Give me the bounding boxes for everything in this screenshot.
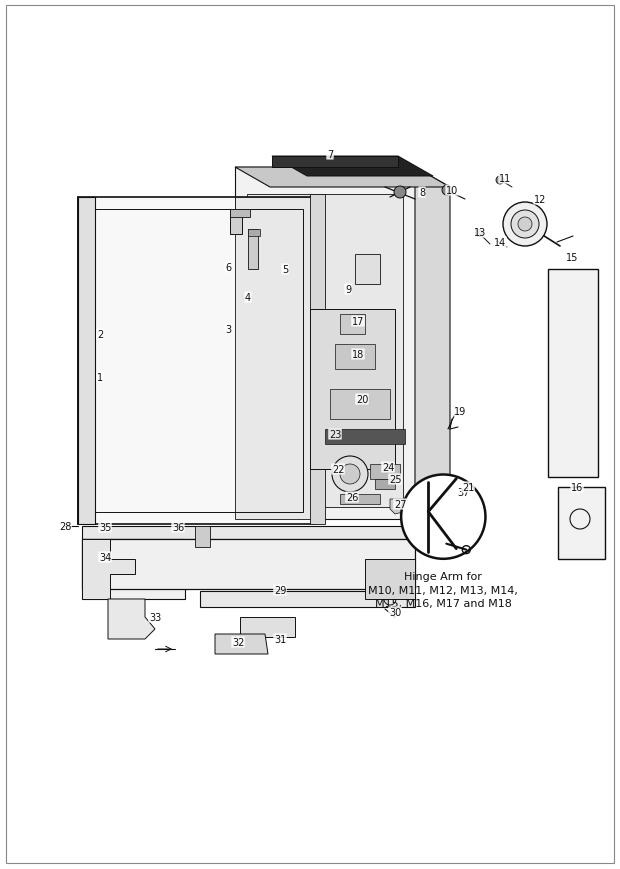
Polygon shape xyxy=(230,209,242,235)
Text: 35: 35 xyxy=(99,522,111,533)
Text: 10: 10 xyxy=(446,186,458,196)
Text: M15, M16, M17 and M18: M15, M16, M17 and M18 xyxy=(375,598,511,608)
Polygon shape xyxy=(248,229,258,269)
Polygon shape xyxy=(390,500,415,514)
Polygon shape xyxy=(330,389,390,420)
Text: 2: 2 xyxy=(97,329,103,340)
Circle shape xyxy=(511,211,539,239)
Polygon shape xyxy=(240,617,295,637)
Circle shape xyxy=(332,456,368,493)
Circle shape xyxy=(518,218,532,232)
Text: 7: 7 xyxy=(327,149,333,160)
Polygon shape xyxy=(235,198,315,520)
Polygon shape xyxy=(235,168,450,188)
Polygon shape xyxy=(82,527,412,540)
Polygon shape xyxy=(248,229,260,236)
Polygon shape xyxy=(370,464,400,480)
Text: 29: 29 xyxy=(274,586,286,595)
Polygon shape xyxy=(310,195,325,524)
Polygon shape xyxy=(415,168,450,540)
Polygon shape xyxy=(78,198,95,524)
Polygon shape xyxy=(548,269,598,477)
Circle shape xyxy=(496,176,504,185)
Circle shape xyxy=(503,202,547,247)
Text: 12: 12 xyxy=(534,195,546,205)
Text: 31: 31 xyxy=(274,634,286,644)
Polygon shape xyxy=(82,540,185,600)
Text: 18: 18 xyxy=(352,349,364,360)
Text: 21: 21 xyxy=(462,482,474,493)
Polygon shape xyxy=(335,345,375,369)
Circle shape xyxy=(394,187,406,199)
Text: M10, M11, M12, M13, M14,: M10, M11, M12, M13, M14, xyxy=(368,585,518,595)
Polygon shape xyxy=(108,600,155,640)
Circle shape xyxy=(340,464,360,484)
Polygon shape xyxy=(340,494,380,504)
Text: 22: 22 xyxy=(332,464,344,474)
Text: 23: 23 xyxy=(329,429,341,440)
Circle shape xyxy=(476,230,482,237)
Text: 16: 16 xyxy=(571,482,583,493)
Text: 13: 13 xyxy=(474,228,486,238)
Text: 11: 11 xyxy=(499,174,511,183)
Text: 4: 4 xyxy=(245,293,251,302)
Text: 34: 34 xyxy=(99,553,111,562)
Polygon shape xyxy=(272,156,398,168)
Polygon shape xyxy=(558,488,605,560)
Polygon shape xyxy=(215,634,268,654)
Polygon shape xyxy=(235,168,415,520)
Text: eReplacementParts.com: eReplacementParts.com xyxy=(153,394,306,406)
Text: 17: 17 xyxy=(352,316,364,327)
Text: 37: 37 xyxy=(457,488,469,497)
Text: 32: 32 xyxy=(232,637,244,647)
Polygon shape xyxy=(200,591,415,607)
Text: 6: 6 xyxy=(225,262,231,273)
Text: 3: 3 xyxy=(225,325,231,335)
Text: 20: 20 xyxy=(356,395,368,405)
Polygon shape xyxy=(365,560,415,600)
Polygon shape xyxy=(230,209,250,218)
Circle shape xyxy=(401,475,485,559)
Text: 8: 8 xyxy=(419,188,425,198)
Text: 26: 26 xyxy=(346,493,358,502)
Polygon shape xyxy=(82,540,135,600)
Polygon shape xyxy=(272,156,433,176)
Polygon shape xyxy=(340,315,365,335)
Polygon shape xyxy=(310,309,395,469)
Text: 1: 1 xyxy=(97,373,103,382)
Text: 27: 27 xyxy=(394,500,406,509)
Text: 36: 36 xyxy=(172,522,184,533)
Text: 19: 19 xyxy=(454,407,466,416)
Text: 28: 28 xyxy=(59,521,71,531)
Circle shape xyxy=(442,186,452,196)
Text: 14: 14 xyxy=(494,238,506,248)
Polygon shape xyxy=(195,527,210,547)
Text: 5: 5 xyxy=(282,265,288,275)
Polygon shape xyxy=(247,195,403,507)
Text: 15: 15 xyxy=(566,253,578,262)
Polygon shape xyxy=(375,480,395,489)
Text: 24: 24 xyxy=(382,462,394,473)
Polygon shape xyxy=(325,429,405,444)
Polygon shape xyxy=(78,198,315,524)
Polygon shape xyxy=(355,255,380,285)
Text: 9: 9 xyxy=(345,285,351,295)
Polygon shape xyxy=(235,198,315,209)
Text: Hinge Arm for: Hinge Arm for xyxy=(404,571,482,581)
Text: 25: 25 xyxy=(389,474,401,484)
Text: 33: 33 xyxy=(149,613,161,622)
Polygon shape xyxy=(82,540,415,589)
Text: 30: 30 xyxy=(389,607,401,617)
